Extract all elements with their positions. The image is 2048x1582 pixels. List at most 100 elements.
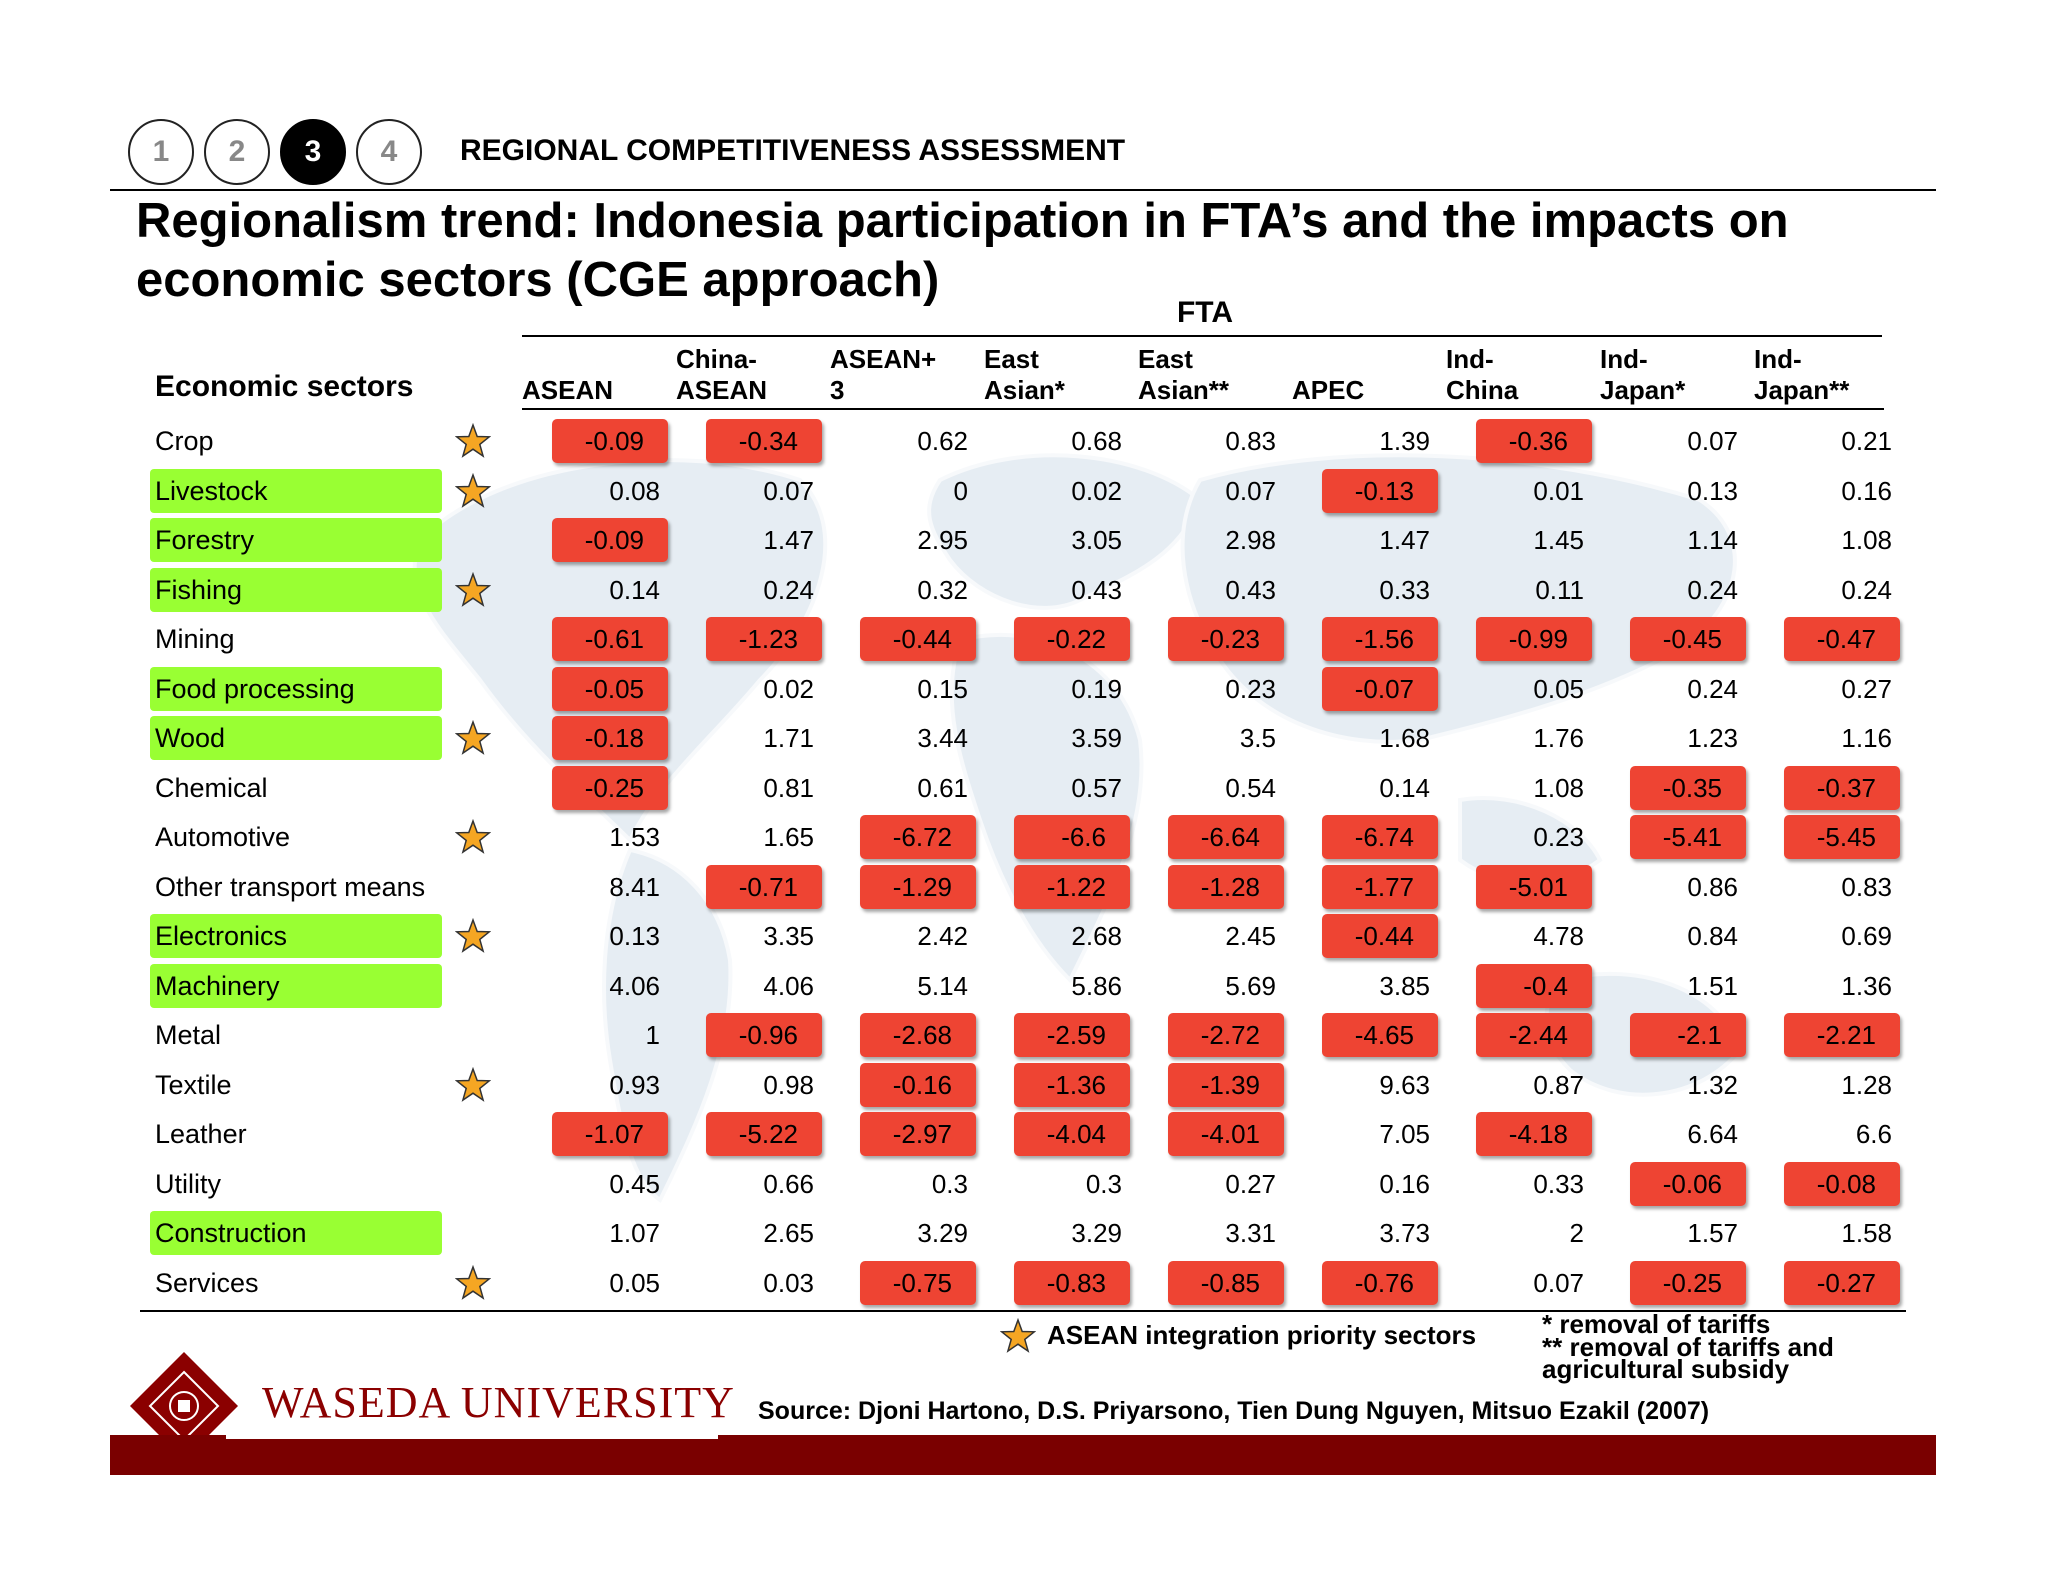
- step-2[interactable]: 2: [204, 119, 270, 185]
- negative-value-cell: -2.97: [860, 1112, 976, 1156]
- value-cell: 0.23: [1225, 674, 1276, 704]
- value-cell: 1.32: [1687, 1070, 1738, 1100]
- value-cell: 1.47: [1379, 525, 1430, 555]
- negative-value-cell: -5.01: [1476, 865, 1592, 909]
- value-cell: 3.29: [917, 1218, 968, 1248]
- negative-value-cell: -0.25: [1630, 1261, 1746, 1305]
- value-cell: 4.78: [1533, 921, 1584, 951]
- value-cell: 0.24: [763, 575, 814, 605]
- negative-value-cell: -4.18: [1476, 1112, 1592, 1156]
- value-cell: 0.61: [917, 773, 968, 803]
- negative-value-cell: -0.37: [1784, 766, 1900, 810]
- value-cell: 0.19: [1071, 674, 1122, 704]
- negative-value-cell: -4.01: [1168, 1112, 1284, 1156]
- value-cell: 1.57: [1687, 1218, 1738, 1248]
- priority-star-icon: [455, 819, 491, 854]
- value-cell: 0.69: [1841, 921, 1892, 951]
- negative-value-cell: -2.21: [1784, 1013, 1900, 1057]
- value-cell: 1.45: [1533, 525, 1584, 555]
- value-cell: 1.58: [1841, 1218, 1892, 1248]
- column-header-china-asean: China- ASEAN: [676, 344, 768, 405]
- value-cell: 0.13: [1687, 476, 1738, 506]
- value-cell: 0.45: [609, 1169, 660, 1199]
- priority-star-icon: [455, 918, 491, 953]
- negative-value-cell: -0.61: [552, 617, 668, 661]
- value-cell: 0.21: [1841, 426, 1892, 456]
- negative-value-cell: -1.29: [860, 865, 976, 909]
- value-cell: 0.3: [1085, 1169, 1122, 1199]
- value-cell: 0.07: [1687, 426, 1738, 456]
- value-cell: 1.28: [1841, 1070, 1892, 1100]
- value-cell: 0.14: [1379, 773, 1430, 803]
- fta-divider: [522, 335, 1882, 337]
- negative-value-cell: -2.72: [1168, 1013, 1284, 1057]
- column-header-ind-china: Ind- China: [1446, 344, 1519, 405]
- page-title: Regionalism trend: Indonesia participati…: [136, 194, 1789, 307]
- footer-bar: [110, 1435, 1936, 1475]
- negative-value-cell: -0.34: [706, 419, 822, 463]
- negative-value-cell: -5.45: [1784, 815, 1900, 859]
- value-cell: 6.6: [1855, 1119, 1892, 1149]
- column-header-asean: ASEAN: [522, 375, 614, 405]
- value-cell: 1.14: [1687, 525, 1738, 555]
- negative-value-cell: -0.75: [860, 1261, 976, 1305]
- sector-label: Textile: [155, 1070, 232, 1100]
- value-cell: 1.07: [609, 1218, 660, 1248]
- sector-label: Automotive: [155, 822, 291, 852]
- value-cell: 1.51: [1687, 971, 1738, 1001]
- step-1[interactable]: 1: [128, 119, 194, 185]
- negative-value-cell: -0.71: [706, 865, 822, 909]
- value-cell: 2.65: [763, 1218, 814, 1248]
- priority-star-icon: [455, 1265, 491, 1300]
- step-3-active[interactable]: 3: [280, 119, 346, 185]
- value-cell: 0.32: [917, 575, 968, 605]
- column-header-ind-japan-2: Ind- Japan**: [1754, 344, 1850, 405]
- value-cell: 0: [953, 476, 968, 506]
- priority-star-icon: [455, 572, 491, 607]
- value-cell: 0.87: [1533, 1070, 1584, 1100]
- negative-value-cell: -0.25: [552, 766, 668, 810]
- value-cell: 0.16: [1379, 1169, 1430, 1199]
- value-cell: 0.33: [1379, 575, 1430, 605]
- value-cell: 0.05: [609, 1268, 660, 1298]
- value-cell: 0.24: [1687, 674, 1738, 704]
- sector-label: Leather: [155, 1119, 247, 1149]
- value-cell: 0.08: [609, 476, 660, 506]
- negative-value-cell: -1.28: [1168, 865, 1284, 909]
- negative-value-cell: -6.74: [1322, 815, 1438, 859]
- negative-value-cell: -4.04: [1014, 1112, 1130, 1156]
- sector-label: Metal: [155, 1020, 222, 1050]
- sector-label: Livestock: [150, 469, 442, 513]
- value-cell: 1.23: [1687, 723, 1738, 753]
- value-cell: 0.54: [1225, 773, 1276, 803]
- value-cell: 1.68: [1379, 723, 1430, 753]
- value-cell: 1.65: [763, 822, 814, 852]
- negative-value-cell: -6.72: [860, 815, 976, 859]
- value-cell: 3.73: [1379, 1218, 1430, 1248]
- value-cell: 1.47: [763, 525, 814, 555]
- negative-value-cell: -0.85: [1168, 1261, 1284, 1305]
- value-cell: 2.42: [917, 921, 968, 951]
- note-single-asterisk: * removal of tariffs: [1542, 1309, 1771, 1339]
- negative-value-cell: -0.99: [1476, 617, 1592, 661]
- value-cell: 0.57: [1071, 773, 1122, 803]
- value-cell: 0.13: [609, 921, 660, 951]
- value-cell: 0.84: [1687, 921, 1738, 951]
- value-cell: 0.15: [917, 674, 968, 704]
- value-cell: 0.98: [763, 1070, 814, 1100]
- sector-label: Wood: [150, 716, 442, 760]
- value-cell: 7.05: [1379, 1119, 1430, 1149]
- value-cell: 0.43: [1071, 575, 1122, 605]
- sector-label: Food processing: [150, 667, 442, 711]
- sector-label: Forestry: [150, 518, 442, 562]
- negative-value-cell: -1.39: [1168, 1063, 1284, 1107]
- legend-star-icon: [1000, 1318, 1036, 1353]
- value-cell: 0.07: [1533, 1268, 1584, 1298]
- step-4[interactable]: 4: [356, 119, 422, 185]
- negative-value-cell: -0.27: [1784, 1261, 1900, 1305]
- negative-value-cell: -0.83: [1014, 1261, 1130, 1305]
- negative-value-cell: -1.22: [1014, 865, 1130, 909]
- table-bottom-divider: [140, 1310, 1906, 1312]
- negative-value-cell: -2.44: [1476, 1013, 1592, 1057]
- value-cell: 0.02: [763, 674, 814, 704]
